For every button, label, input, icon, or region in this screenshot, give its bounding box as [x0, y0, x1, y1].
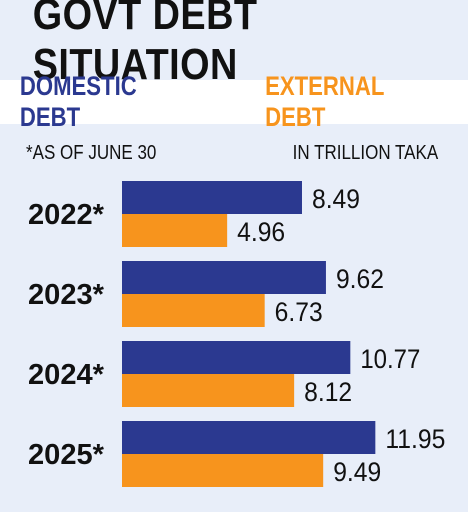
external-debt-bar	[122, 374, 295, 407]
year-label: 2023*	[28, 279, 105, 311]
legend: DOMESTIC DEBT EXTERNAL DEBT	[0, 71, 468, 132]
year-label: 2022*	[28, 199, 105, 231]
domestic-debt-bar	[122, 421, 376, 454]
domestic-debt-bar	[122, 261, 326, 294]
external-debt-value: 8.12	[304, 377, 352, 407]
domestic-debt-value: 11.95	[385, 424, 445, 454]
external-debt-value: 9.49	[333, 457, 381, 487]
domestic-debt-value: 9.62	[336, 264, 384, 294]
legend-external-debt: EXTERNAL DEBT	[264, 71, 384, 132]
domestic-debt-value: 10.77	[360, 344, 420, 374]
legend-domestic-debt: DOMESTIC DEBT	[19, 71, 137, 132]
external-debt-bar	[122, 214, 228, 247]
domestic-debt-bar	[122, 341, 351, 374]
as-of-note: *AS OF JUNE 30	[26, 142, 157, 164]
unit-note: IN TRILLION TAKA	[292, 142, 438, 164]
external-debt-bar	[122, 294, 265, 327]
year-label: 2025*	[28, 439, 105, 471]
domestic-debt-bar	[122, 181, 302, 214]
external-debt-value: 4.96	[237, 217, 285, 247]
domestic-debt-value: 8.49	[312, 184, 360, 214]
external-debt-bar	[122, 454, 324, 487]
external-debt-value: 6.73	[275, 297, 323, 327]
year-label: 2024*	[28, 359, 105, 391]
chart-title: GOVT DEBT SITUATION	[32, 0, 258, 89]
